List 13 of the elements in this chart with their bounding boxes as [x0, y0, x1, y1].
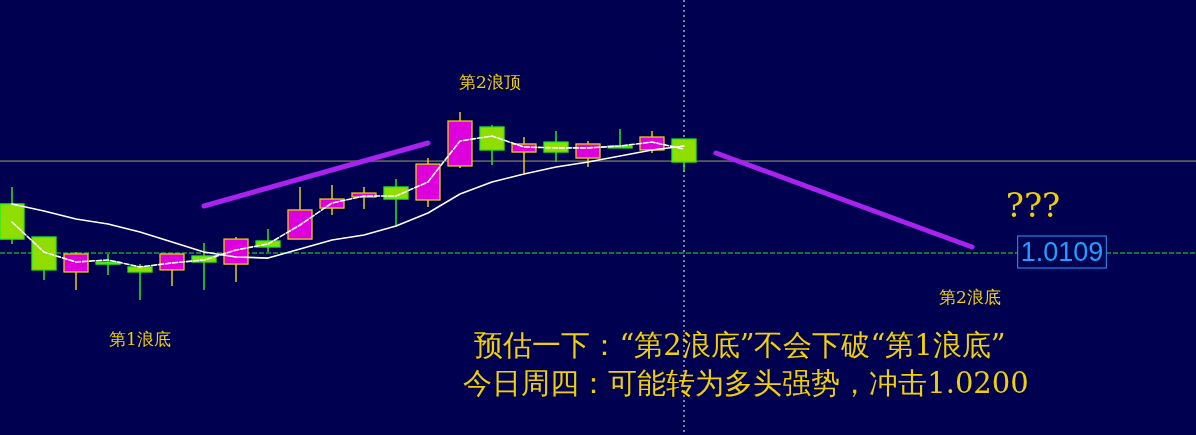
candlestick: [127, 263, 153, 301]
candlestick: [575, 140, 601, 168]
candlestick: [671, 138, 697, 173]
text: 预估一下：“第2浪底”不会下破“第1浪底”: [474, 328, 1006, 362]
annotation: ???: [1005, 185, 1061, 225]
candlestick: [159, 253, 185, 287]
text: 第2浪顶: [459, 72, 521, 92]
text: 今日周四：可能转为多头强势，冲击1.0200: [463, 366, 1029, 400]
text: 第1浪底: [109, 329, 171, 349]
candlestick: [63, 251, 89, 291]
annotation: 1.0109: [1020, 237, 1104, 267]
annotation: 第2浪底: [939, 287, 1001, 307]
candlestick: [479, 124, 505, 166]
